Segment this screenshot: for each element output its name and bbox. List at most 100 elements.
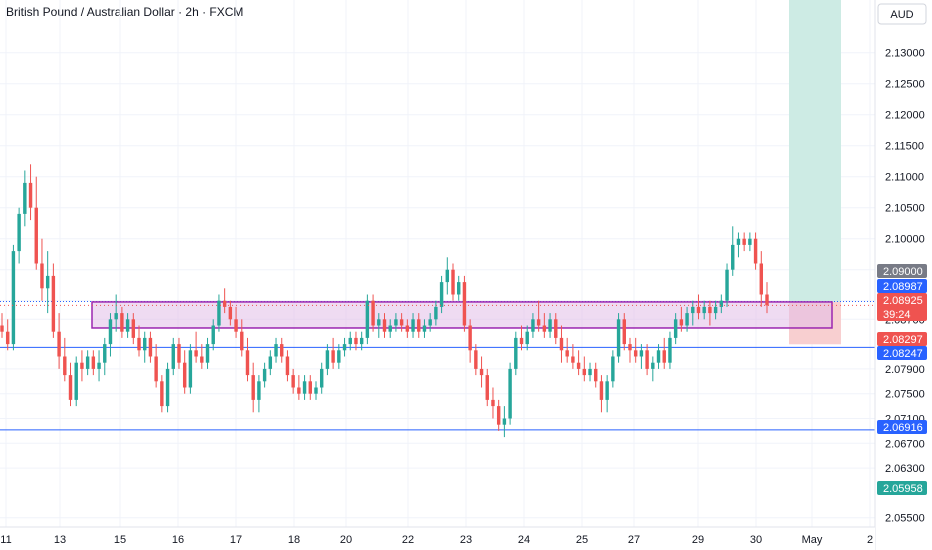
- candle: [148, 331, 153, 363]
- candle: [422, 319, 427, 338]
- candle: [616, 313, 621, 363]
- candle-body: [268, 356, 273, 369]
- candle-body: [34, 207, 38, 264]
- candle: [434, 300, 438, 326]
- candle: [479, 356, 484, 388]
- candle: [502, 406, 507, 438]
- candle: [182, 350, 187, 394]
- candle-body: [765, 294, 769, 306]
- candle: [280, 337, 284, 363]
- candle: [222, 288, 227, 314]
- candle-body: [525, 331, 529, 345]
- candle-body: [468, 325, 472, 351]
- candle-body: [457, 282, 461, 295]
- candle: [474, 344, 478, 376]
- candle: [691, 300, 695, 326]
- candle-body: [702, 306, 706, 314]
- candle-body: [45, 275, 50, 289]
- time-tick-label: 2: [867, 534, 873, 546]
- candle-body: [28, 182, 33, 208]
- take-profit-zone[interactable]: [789, 0, 841, 302]
- candle: [548, 313, 552, 338]
- candle-body: [542, 325, 547, 332]
- candle: [668, 331, 672, 369]
- candle: [377, 313, 381, 338]
- candle: [542, 313, 547, 338]
- candle: [685, 306, 689, 332]
- candle: [405, 319, 410, 338]
- candle-body: [154, 356, 158, 382]
- candle: [628, 337, 632, 363]
- candle: [325, 344, 330, 376]
- candle-body: [377, 319, 381, 326]
- time-axis-bg[interactable]: [0, 527, 875, 550]
- candle: [308, 375, 312, 400]
- candle-body: [97, 362, 101, 369]
- candle: [485, 368, 489, 407]
- candle: [165, 362, 170, 413]
- candle-body: [285, 356, 290, 376]
- candle: [17, 207, 21, 264]
- candle-body: [536, 319, 541, 326]
- candle-body: [120, 313, 124, 332]
- price-badge-value: 2.08987: [883, 281, 923, 293]
- grid: [0, 0, 875, 527]
- candle-body: [23, 182, 27, 214]
- candle-body: [114, 313, 118, 320]
- candle: [85, 350, 90, 376]
- candle-body: [736, 238, 741, 245]
- currency-button[interactable]: AUD: [877, 3, 927, 25]
- candle-body: [143, 337, 147, 351]
- candle: [696, 294, 701, 320]
- candle-body: [434, 306, 438, 320]
- candle-body: [80, 362, 84, 369]
- candle: [622, 313, 626, 351]
- candle-body: [40, 263, 44, 289]
- candle: [188, 344, 193, 394]
- candle: [662, 337, 666, 369]
- price-tick-label: 2.11000: [885, 172, 924, 184]
- candle-body: [673, 319, 678, 338]
- rectangle-zone[interactable]: [91, 301, 833, 329]
- candle: [68, 362, 73, 407]
- candle: [97, 350, 101, 382]
- candle-body: [228, 306, 233, 320]
- candle-body: [354, 337, 358, 345]
- candle: [0, 313, 4, 338]
- candle: [34, 176, 38, 270]
- candle-body: [622, 319, 626, 345]
- candle-body: [462, 282, 467, 326]
- candle-body: [691, 306, 695, 314]
- candle-body: [359, 337, 364, 345]
- currency-button-frame[interactable]: [877, 3, 927, 25]
- candle-body: [382, 319, 387, 332]
- candle-body: [422, 325, 427, 332]
- candle-body: [125, 319, 130, 332]
- price-badge: [877, 420, 927, 434]
- candle-body: [599, 381, 604, 400]
- candle-body: [262, 368, 267, 382]
- candle: [125, 313, 130, 338]
- candle-body: [656, 350, 661, 363]
- time-tick-label: 24: [518, 534, 530, 546]
- candle: [331, 337, 335, 369]
- candle: [554, 313, 558, 345]
- candle: [365, 294, 370, 345]
- candle-body: [439, 282, 444, 307]
- candle: [45, 251, 50, 314]
- candle: [74, 356, 78, 407]
- candle-body: [188, 350, 193, 388]
- time-tick-label: 16: [172, 534, 184, 546]
- candle-body: [611, 356, 615, 382]
- time-axis[interactable]: 11 13 15 16 17 18 20 22 23 24 25 27 29 30 May 2: [0, 526, 875, 550]
- candle: [673, 313, 678, 345]
- candle-body: [245, 350, 250, 376]
- price-badge: [877, 346, 927, 360]
- candle-body: [645, 350, 649, 369]
- candle-body: [588, 368, 592, 376]
- candle-body: [519, 337, 524, 345]
- price-tick-label: 2.12000: [885, 110, 925, 122]
- candles: [0, 164, 769, 438]
- time-tick-label: 13: [54, 534, 66, 546]
